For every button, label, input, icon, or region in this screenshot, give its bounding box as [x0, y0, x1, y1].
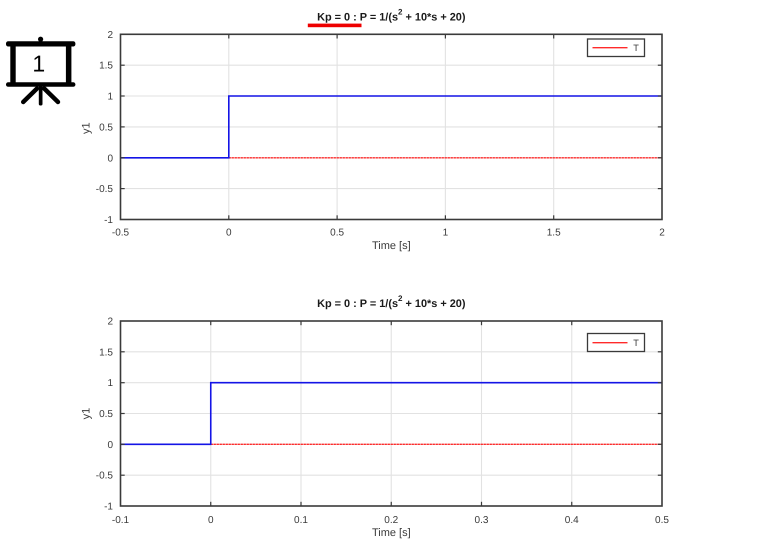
svg-text:2: 2	[107, 30, 113, 41]
svg-text:0.5: 0.5	[99, 409, 113, 420]
svg-text:Kp = 0 : P = 1/(s2 + 10*s + 20: Kp = 0 : P = 1/(s2 + 10*s + 20)	[317, 294, 466, 310]
svg-text:1.5: 1.5	[547, 227, 561, 238]
svg-text:1: 1	[107, 378, 113, 389]
svg-text:y1: y1	[81, 122, 93, 134]
svg-text:1: 1	[443, 227, 449, 238]
svg-text:Time [s]: Time [s]	[372, 527, 411, 539]
svg-text:2: 2	[107, 317, 113, 328]
svg-text:0: 0	[208, 515, 214, 526]
svg-text:0: 0	[107, 440, 113, 451]
svg-text:0.5: 0.5	[330, 227, 344, 238]
svg-text:-1: -1	[104, 215, 113, 226]
svg-text:-0.1: -0.1	[112, 515, 130, 526]
svg-text:Time [s]: Time [s]	[372, 240, 411, 252]
svg-text:1.5: 1.5	[99, 61, 113, 72]
svg-text:0.5: 0.5	[655, 515, 669, 526]
svg-text:-0.5: -0.5	[96, 471, 114, 482]
svg-text:1: 1	[32, 50, 45, 76]
svg-text:0.5: 0.5	[99, 122, 113, 133]
svg-text:0.2: 0.2	[384, 515, 398, 526]
svg-text:-1: -1	[104, 502, 113, 513]
svg-text:0.1: 0.1	[294, 515, 308, 526]
svg-text:T: T	[633, 338, 639, 348]
svg-text:1.5: 1.5	[99, 347, 113, 358]
svg-text:y1: y1	[81, 408, 93, 420]
svg-text:-0.5: -0.5	[96, 184, 114, 195]
svg-text:1: 1	[107, 92, 113, 103]
svg-text:T: T	[633, 43, 639, 53]
svg-text:Kp = 0 : P = 1/(s2 + 10*s + 20: Kp = 0 : P = 1/(s2 + 10*s + 20)	[317, 8, 466, 24]
svg-text:0.4: 0.4	[565, 515, 579, 526]
svg-text:-0.5: -0.5	[112, 227, 130, 238]
svg-text:0: 0	[107, 153, 113, 164]
svg-text:2: 2	[659, 227, 665, 238]
svg-text:0: 0	[226, 227, 232, 238]
svg-text:0.3: 0.3	[475, 515, 489, 526]
